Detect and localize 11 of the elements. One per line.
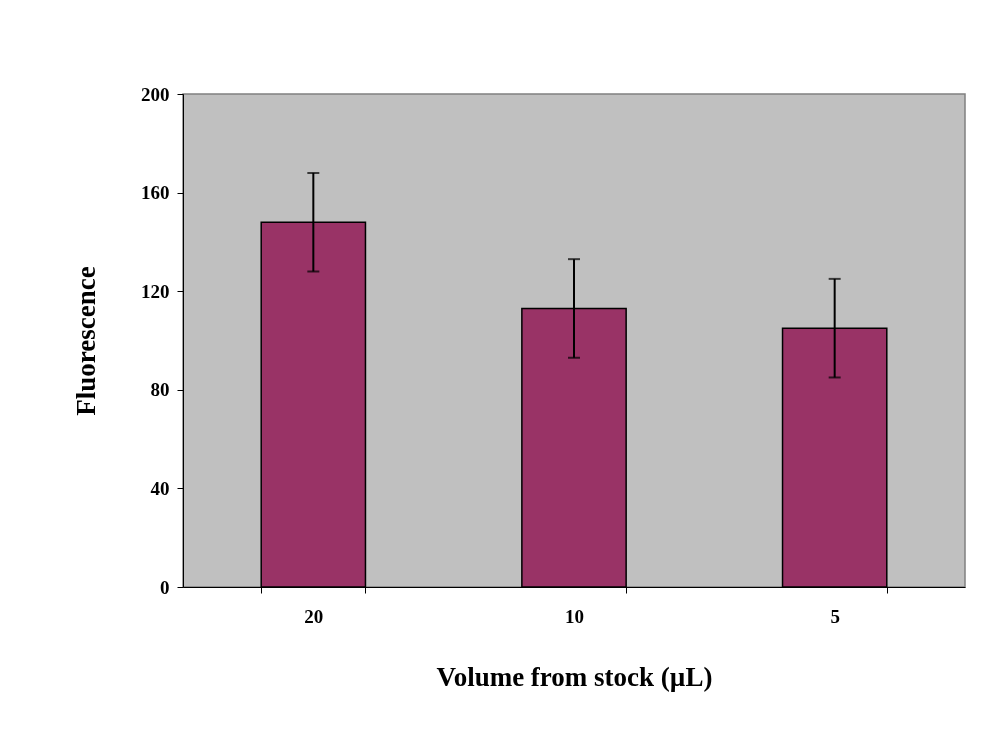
x-axis-title: Volume from stock (µL) [436, 661, 713, 692]
y-tick-label: 160 [141, 182, 170, 204]
y-axis-title: Fluorescence [71, 266, 101, 416]
y-tick-label: 40 [150, 477, 170, 499]
y-tick-label: 120 [141, 280, 170, 302]
y-tick-label: 0 [160, 576, 170, 598]
x-tick-label: 10 [565, 605, 584, 627]
x-tick-label: 5 [830, 605, 840, 627]
y-tick-label: 80 [150, 379, 170, 401]
x-tick-label: 20 [304, 605, 324, 627]
y-tick-label: 200 [141, 83, 170, 105]
